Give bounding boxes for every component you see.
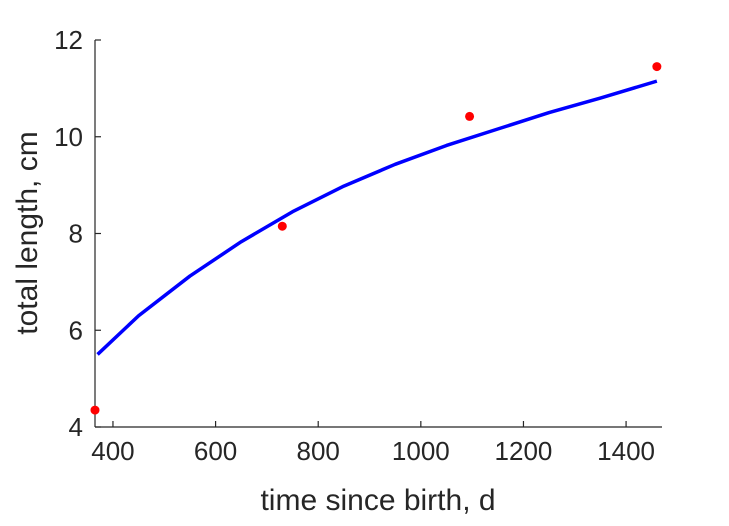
data-point <box>90 405 100 415</box>
fit-curve-line <box>96 79 658 356</box>
x-tick-label: 1400 <box>597 436 655 466</box>
data-point <box>465 111 475 121</box>
y-axis-label: total length, cm <box>11 131 44 334</box>
x-axis-label: time since birth, d <box>260 484 495 517</box>
y-tick-label: 12 <box>54 25 83 55</box>
y-tick-label: 8 <box>69 219 83 249</box>
x-tick-label: 800 <box>297 436 340 466</box>
axes <box>94 40 662 428</box>
y-tick-label: 10 <box>54 122 83 152</box>
x-tick-label: 600 <box>194 436 237 466</box>
series <box>90 62 662 415</box>
x-tick-label: 400 <box>91 436 134 466</box>
y-tick-label: 4 <box>69 412 83 442</box>
x-tick-label: 1000 <box>392 436 450 466</box>
data-point <box>277 221 287 231</box>
data-point <box>652 62 662 72</box>
x-tick-label: 1200 <box>495 436 553 466</box>
ticks: 400 600 800 1000 1200 1400 4 6 8 10 12 <box>54 25 655 466</box>
y-tick-label: 6 <box>69 315 83 345</box>
